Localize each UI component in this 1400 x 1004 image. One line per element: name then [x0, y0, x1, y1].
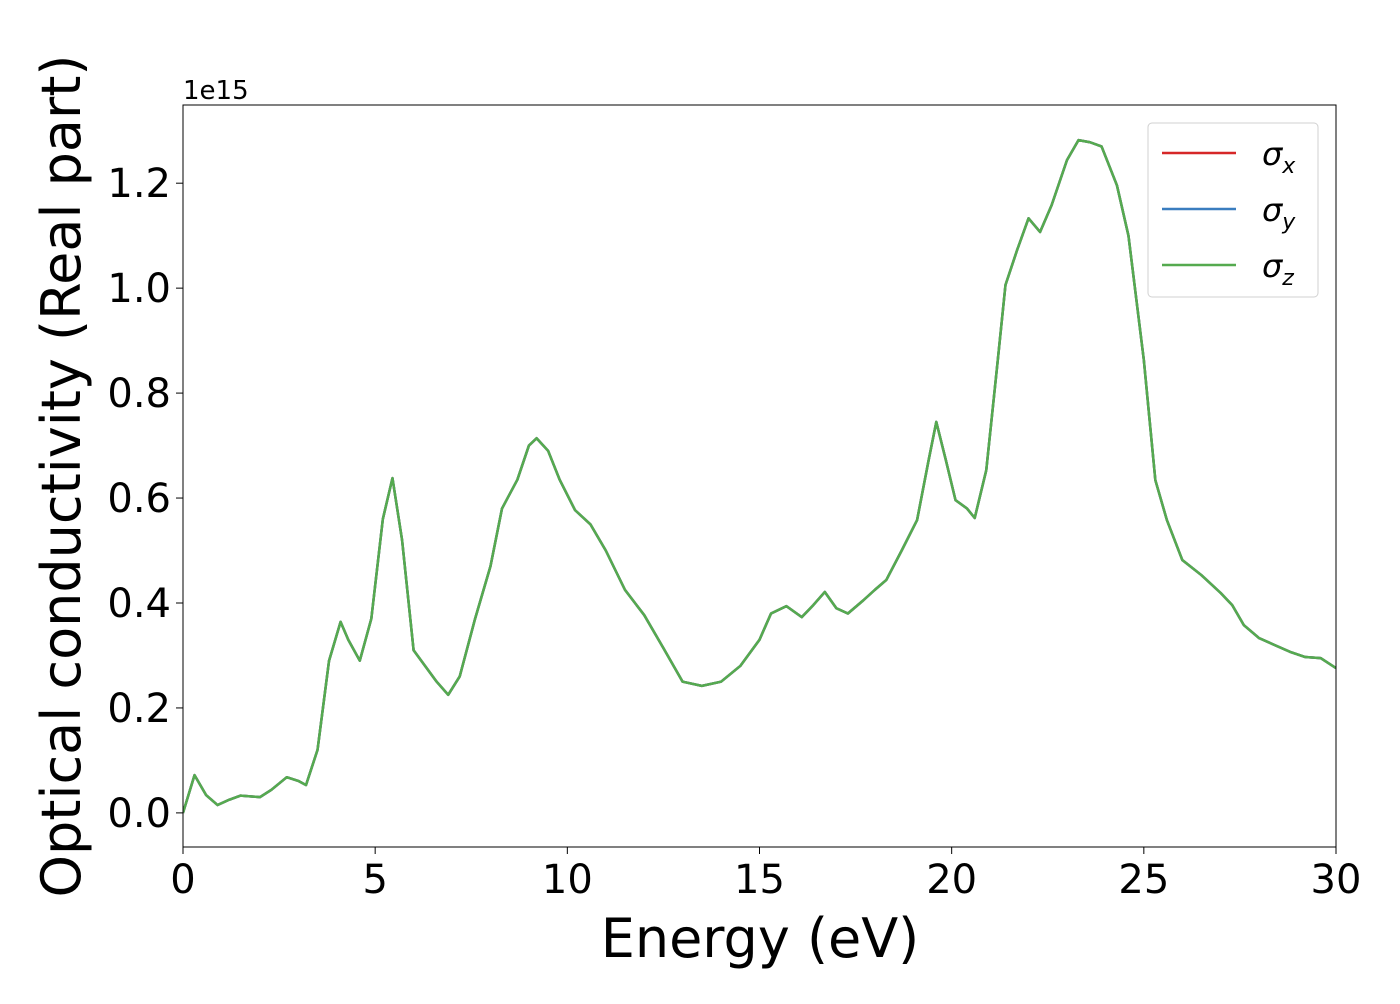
y-offset-label: 1e15	[183, 76, 249, 106]
y-tick-label: 1.2	[107, 161, 171, 207]
y-axis-label: Optical conductivity (Real part)	[30, 55, 93, 898]
y-tick-label: 1.0	[107, 266, 171, 312]
series-line	[183, 138, 1336, 814]
x-axis-label: Energy (eV)	[601, 907, 920, 970]
y-tick-label: 0.4	[107, 581, 171, 627]
y-tick-label: 0.8	[107, 371, 171, 417]
plot-frame	[182, 104, 1337, 848]
x-tick-label: 15	[734, 857, 785, 903]
legend-label: σz	[1262, 247, 1294, 291]
x-tick-label: 25	[1118, 857, 1169, 903]
y-tick-label: 0.0	[107, 791, 171, 837]
y-tick-label: 0.2	[107, 686, 171, 732]
plot-lines	[183, 138, 1336, 814]
x-tick-label: 5	[362, 857, 387, 903]
x-tick-label: 0	[170, 857, 195, 903]
x-tick-label: 20	[926, 857, 977, 903]
x-tick-label: 30	[1311, 857, 1362, 903]
y-tick-label: 0.6	[107, 476, 171, 522]
x-tick-label: 10	[542, 857, 593, 903]
